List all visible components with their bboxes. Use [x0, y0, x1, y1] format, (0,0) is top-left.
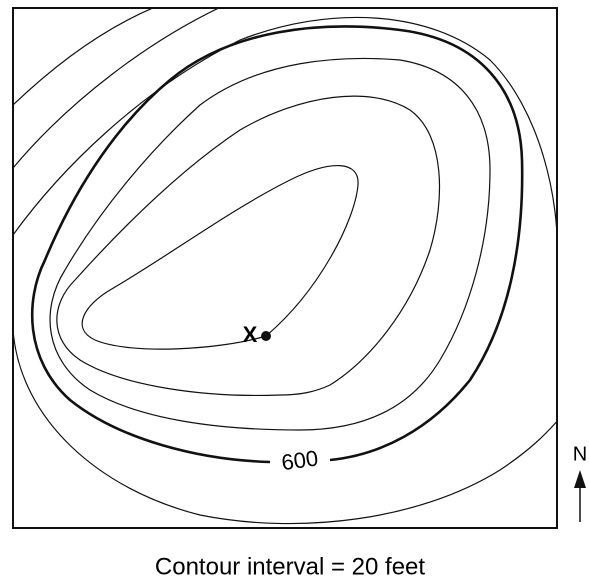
- north-arrowhead: [574, 470, 586, 488]
- contour-line: [56, 95, 441, 396]
- contour-line: [13, 16, 557, 260]
- map-frame: [12, 7, 558, 529]
- contour-line: [13, 8, 155, 106]
- point-marker: [261, 331, 271, 341]
- contour-label: 600: [280, 445, 320, 475]
- contour-line: [49, 57, 491, 431]
- contour-line: [13, 329, 557, 525]
- caption: Contour interval = 20 feet: [155, 553, 425, 580]
- contour-line: [81, 165, 359, 350]
- contour-line: [13, 8, 221, 169]
- point-label: X: [243, 322, 258, 347]
- contours: [13, 8, 557, 525]
- north-label: N: [573, 443, 587, 465]
- contour-line-600: [30, 25, 524, 464]
